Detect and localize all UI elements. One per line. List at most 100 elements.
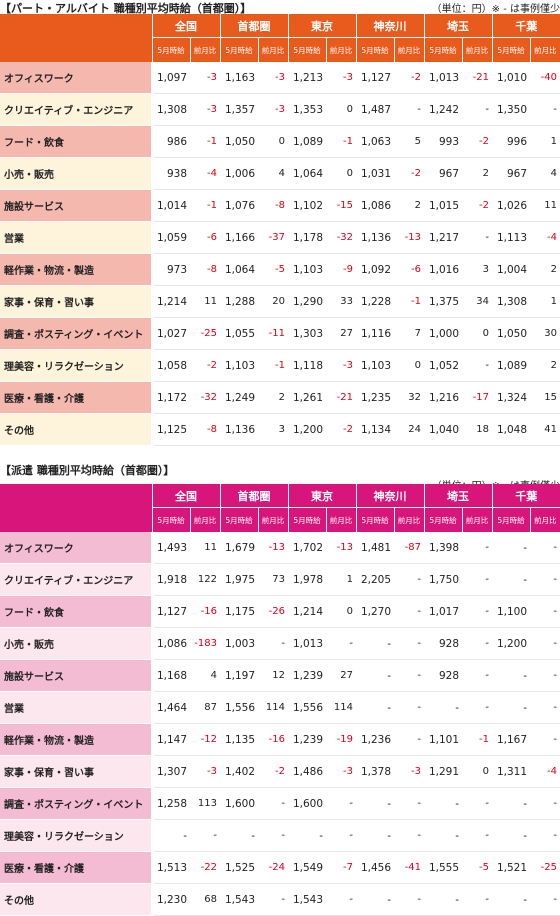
row-label: オフィスワーク [0, 62, 154, 94]
cell-value: -3 [190, 62, 220, 94]
row-label: クリエイティブ・エンジニア [0, 563, 154, 596]
cell-value: -2 [258, 755, 288, 788]
cell-value: 1,324 [492, 381, 530, 414]
cell-value: 1,178 [288, 221, 326, 254]
row-label: クリエイティブ・エンジニア [0, 93, 154, 126]
cell-value: -12 [190, 723, 220, 756]
cell-value: 1,235 [356, 381, 394, 414]
cell-value: -26 [258, 595, 288, 628]
cell-value: 3 [462, 253, 492, 286]
cell-value: 1,261 [288, 381, 326, 414]
data-row: 営業 1,464 87 1,556 114 1,556 114- - - - - - [0, 691, 560, 724]
cell-value: 1,015 [424, 189, 462, 222]
cell-value: -3 [394, 755, 424, 788]
data-table: 全国 首都圏 東京 神奈川 埼玉 千葉 5月時給 前月比 5月時給 前月比 5月時給 前月比 5月時給前… [0, 484, 560, 916]
sub-header: 5月時給 [355, 37, 394, 62]
cell-value: 1,089 [492, 349, 530, 382]
cell-value: -41 [394, 851, 424, 884]
cell-value: 1 [530, 285, 560, 318]
data-row: 理美容・リラクゼーション 1,058 -2 1,103 -1 1,118 -3 1,103 0 1… [0, 349, 560, 382]
data-row: 小売・販売 938 -4 1,006 4 1,064 0 1,031 -2 967 2 967 4 [0, 157, 560, 190]
cell-value: -4 [190, 157, 220, 190]
cell-value: -9 [326, 253, 356, 286]
data-row: 家事・保育・習い事 1,307 -3 1,402 -2 1,486 -3 1,378 -3 1,2… [0, 755, 560, 788]
subheader-row: 5月時給 前月比 5月時給 前月比 5月時給 前月比 5月時給 前月比 5月時給 前月比 5月時給前… [0, 507, 560, 532]
cell-value: 1,600 [220, 787, 258, 820]
cell-value: 33 [326, 285, 356, 318]
cell-value: - [394, 563, 424, 596]
cell-value: 34 [462, 285, 492, 318]
cell-value: 24 [394, 413, 424, 446]
cell-value: 1,147 [152, 723, 190, 756]
cell-value: -2 [462, 189, 492, 222]
row-label: フード・飲食 [0, 595, 154, 628]
cell-value: - [258, 819, 288, 852]
cell-value: - [220, 819, 258, 852]
cell-value: -21 [462, 62, 492, 94]
cell-value: 1,398 [424, 532, 462, 564]
data-row: 医療・看護・介護 1,172 -32 1,249 2 1,261 -21 1,235 32 1,2… [0, 381, 560, 414]
cell-value: - [530, 819, 560, 852]
data-row: 施設サービス 1,014 -1 1,076 -8 1,102 -15 1,086 2 1,015-… [0, 189, 560, 222]
cell-value: 1,014 [152, 189, 190, 222]
cell-value: - [492, 883, 530, 916]
cell-value: 1,197 [220, 659, 258, 692]
region-header: 全国 [151, 484, 220, 508]
cell-value: - [152, 819, 190, 852]
cell-value: - [356, 691, 394, 724]
cell-value: 122 [190, 563, 220, 596]
row-label: 調査・ポスティング・イベント [0, 787, 154, 820]
cell-value: 1,027 [152, 317, 190, 350]
cell-value: - [356, 627, 394, 660]
cell-value: - [492, 691, 530, 724]
region-header: 神奈川 [355, 484, 424, 508]
cell-value: 1,303 [288, 317, 326, 350]
cell-value: - [530, 723, 560, 756]
cell-value: 1,134 [356, 413, 394, 446]
row-label: オフィスワーク [0, 532, 154, 564]
cell-value: 1,493 [152, 532, 190, 564]
cell-value: 0 [326, 93, 356, 126]
cell-value: 1,103 [288, 253, 326, 286]
cell-value: -1 [462, 723, 492, 756]
cell-value: 1,702 [288, 532, 326, 564]
cell-value: 114 [258, 691, 288, 724]
cell-value: -17 [462, 381, 492, 414]
cell-value: 1,308 [492, 285, 530, 318]
cell-value: -3 [190, 93, 220, 126]
data-row: オフィスワーク 1,493 11 1,679 -13 1,702 -13 1,481 -87 1,… [0, 532, 560, 564]
cell-value: -2 [462, 125, 492, 158]
cell-value: 1,017 [424, 595, 462, 628]
cell-value: - [492, 787, 530, 820]
sub-header: 前月比 [257, 37, 288, 62]
cell-value: -3 [258, 62, 288, 94]
row-label: 小売・販売 [0, 157, 154, 190]
cell-value: 1,975 [220, 563, 258, 596]
cell-value: 1,000 [424, 317, 462, 350]
cell-value: 1,168 [152, 659, 190, 692]
cell-value: 1,063 [356, 125, 394, 158]
cell-value: 1 [530, 125, 560, 158]
cell-value: 1,200 [288, 413, 326, 446]
cell-value: 1,064 [288, 157, 326, 190]
data-row: 家事・保育・習い事 1,214 11 1,288 20 1,290 33 1,228 -1 1,3… [0, 285, 560, 318]
cell-value: 1,239 [288, 659, 326, 692]
cell-value: 1,308 [152, 93, 190, 126]
cell-value: - [190, 819, 220, 852]
cell-value: -2 [190, 349, 220, 382]
cell-value: - [394, 93, 424, 126]
cell-value: 2 [258, 381, 288, 414]
region-header: 埼玉 [423, 14, 492, 38]
data-row: 営業 1,059 -6 1,166 -37 1,178 -32 1,136 -13 1,217-1… [0, 221, 560, 254]
cell-value: 1,556 [220, 691, 258, 724]
region-header: 埼玉 [423, 484, 492, 508]
cell-value: 1,136 [356, 221, 394, 254]
cell-value: - [462, 787, 492, 820]
cell-value: - [462, 659, 492, 692]
cell-value: -40 [530, 62, 560, 94]
cell-value: 1,101 [424, 723, 462, 756]
cell-value: -16 [190, 595, 220, 628]
cell-value: 0 [326, 157, 356, 190]
cell-value: - [326, 819, 356, 852]
sub-header: 前月比 [393, 37, 424, 62]
